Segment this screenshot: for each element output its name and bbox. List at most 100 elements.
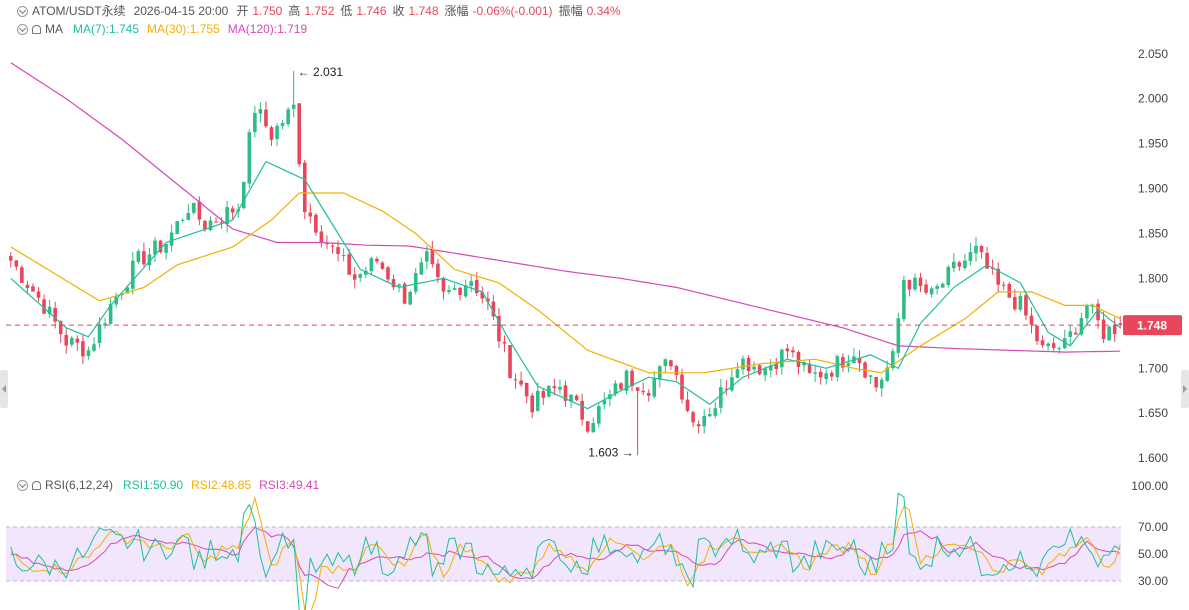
candle-body <box>69 337 74 345</box>
candle-body <box>785 348 790 352</box>
candle-body <box>474 280 479 294</box>
candle-body <box>458 287 462 296</box>
candle-body <box>646 392 651 396</box>
candle-body <box>707 414 712 417</box>
high-marker-label: ← 2.031 <box>298 65 344 79</box>
candle-body <box>890 351 895 369</box>
candle-body <box>791 350 795 353</box>
rsi-tick-label: 30.00 <box>1138 574 1168 588</box>
scroll-left-button[interactable] <box>0 370 8 408</box>
candle-body <box>369 258 374 272</box>
bell-icon[interactable] <box>32 24 41 34</box>
candle-body <box>885 367 890 382</box>
rsi-collapse-chevron-icon[interactable] <box>17 479 28 491</box>
candle-body <box>1001 284 1006 286</box>
candle-body <box>807 363 812 373</box>
candle-body <box>691 412 695 423</box>
candle-body <box>486 298 490 302</box>
candle-body <box>158 240 163 253</box>
candle-body <box>147 254 152 266</box>
candle-body <box>946 266 951 286</box>
candle-body <box>963 260 967 268</box>
candle-body <box>447 290 451 293</box>
candle-body <box>1112 325 1117 335</box>
close-value: 1.748 <box>408 4 439 18</box>
candle-body <box>286 109 290 125</box>
ma-legend: MA MA(7):1.745 MA(30):1.755 MA(120):1.71… <box>17 20 311 38</box>
candle-body <box>314 214 318 233</box>
scroll-right-button[interactable] <box>1181 370 1189 408</box>
close-label: 收 <box>392 4 405 18</box>
candle-body <box>613 383 618 394</box>
price-tick-label: 1.700 <box>1138 361 1168 375</box>
candle-body <box>241 181 246 209</box>
candle-body <box>818 371 823 378</box>
candle-body <box>1018 296 1023 310</box>
rsi-legend: RSI(6,12,24) RSI1:50.90 RSI2:48.85 RSI3:… <box>17 476 323 494</box>
candle-body <box>918 277 923 286</box>
candle-body <box>103 323 107 326</box>
candle-body <box>1051 343 1056 348</box>
collapse-chevron-icon[interactable] <box>17 5 28 17</box>
candle-body <box>1024 295 1028 316</box>
candle-body <box>180 219 185 221</box>
candle-body <box>741 358 745 370</box>
candle-body <box>480 292 485 299</box>
candle-body <box>397 284 401 287</box>
candle-body <box>131 260 135 289</box>
price-tick-label: 1.650 <box>1138 406 1168 420</box>
candle-body <box>985 252 989 269</box>
candle-body <box>802 362 806 366</box>
price-tick-label: 1.950 <box>1138 137 1168 151</box>
candle-body <box>225 207 229 225</box>
candle-body <box>602 400 607 405</box>
candle-body <box>591 423 596 433</box>
last-price-tag-text: 1.748 <box>1137 319 1167 333</box>
price-tick-label: 2.050 <box>1138 47 1168 61</box>
candle-body <box>419 262 424 275</box>
ma-collapse-chevron-icon[interactable] <box>17 23 28 35</box>
candle-body <box>341 255 346 257</box>
candle-body <box>175 221 179 235</box>
price-tick-label: 2.000 <box>1138 92 1168 106</box>
candle-body <box>153 240 157 255</box>
ma30-line <box>10 192 1121 374</box>
rsi2-line <box>10 496 1121 610</box>
rsi-tick-label: 100.00 <box>1131 479 1168 493</box>
candle-body <box>1007 283 1012 298</box>
high-marker: ← 2.031 <box>298 65 344 79</box>
candle-body <box>935 286 939 289</box>
candle-body <box>269 127 274 140</box>
candle-body <box>774 364 779 369</box>
rsi1-value: RSI1:50.90 <box>123 478 184 492</box>
candle-body <box>363 270 368 275</box>
candle-body <box>1057 348 1062 350</box>
candle-body <box>164 244 168 253</box>
candle-body <box>558 386 562 390</box>
candle-body <box>136 251 141 262</box>
candle-body <box>735 369 740 378</box>
candle-body <box>652 378 657 397</box>
candle-body <box>519 380 523 385</box>
candle-body <box>47 306 52 315</box>
rsi-bell-icon[interactable] <box>32 480 41 490</box>
candle-body <box>247 132 252 184</box>
candle-body <box>669 360 673 367</box>
ma120-value: MA(120):1.719 <box>227 22 308 36</box>
candle-body <box>197 201 202 220</box>
price-tick-label: 1.600 <box>1138 451 1168 465</box>
candle-body <box>1101 319 1106 340</box>
candle-body <box>796 352 801 367</box>
candle-body <box>702 416 706 427</box>
high-value: 1.752 <box>304 4 335 18</box>
candle-body <box>497 316 501 342</box>
candle-body <box>624 370 629 391</box>
candle-body <box>463 285 468 297</box>
candle-body <box>1118 323 1123 326</box>
candle-body <box>20 267 24 284</box>
price-tick-label: 1.900 <box>1138 182 1168 196</box>
candle-body <box>696 424 701 427</box>
candles <box>8 70 1123 456</box>
candle-body <box>302 162 307 212</box>
